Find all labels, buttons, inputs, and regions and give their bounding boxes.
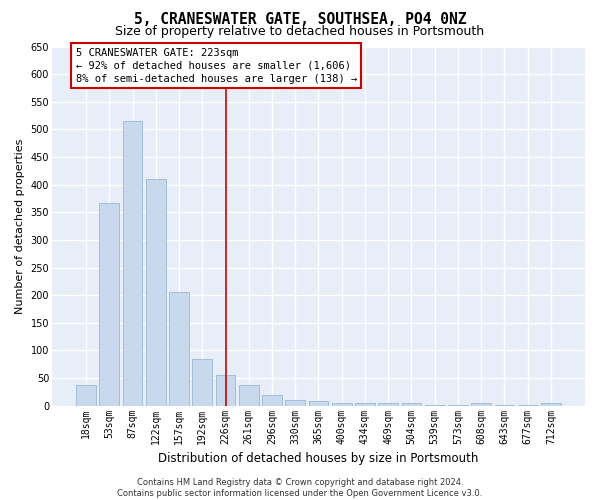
Bar [518,404,538,406]
Bar [262,394,282,406]
Bar [76,385,96,406]
Bar [401,403,421,406]
Text: Size of property relative to detached houses in Portsmouth: Size of property relative to detached ho… [115,25,485,38]
Bar [286,400,305,406]
Bar [425,404,445,406]
Bar [448,404,468,406]
Bar [122,121,142,406]
Bar [355,403,375,406]
Text: Contains HM Land Registry data © Crown copyright and database right 2024.
Contai: Contains HM Land Registry data © Crown c… [118,478,482,498]
Text: 5 CRANESWATER GATE: 223sqm
← 92% of detached houses are smaller (1,606)
8% of se: 5 CRANESWATER GATE: 223sqm ← 92% of deta… [76,48,357,84]
Bar [215,376,235,406]
Bar [239,385,259,406]
Bar [471,403,491,406]
Bar [146,178,166,406]
Bar [100,203,119,406]
Y-axis label: Number of detached properties: Number of detached properties [15,138,25,314]
Text: 5, CRANESWATER GATE, SOUTHSEA, PO4 0NZ: 5, CRANESWATER GATE, SOUTHSEA, PO4 0NZ [134,12,466,28]
X-axis label: Distribution of detached houses by size in Portsmouth: Distribution of detached houses by size … [158,452,479,465]
Bar [169,292,189,406]
Bar [494,404,514,406]
Bar [332,403,352,406]
Bar [541,403,561,406]
Bar [379,403,398,406]
Bar [193,358,212,406]
Bar [308,401,328,406]
